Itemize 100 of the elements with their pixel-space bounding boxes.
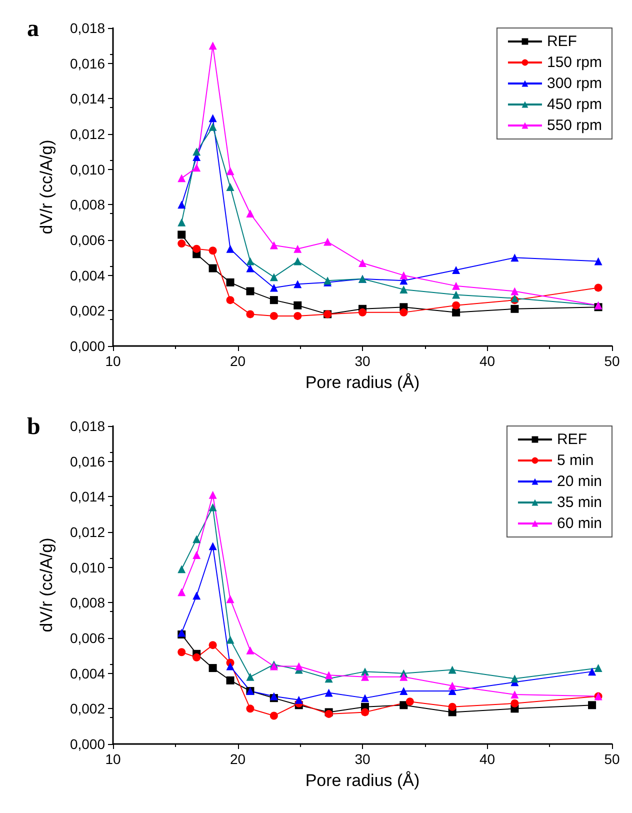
point [226,244,234,253]
point [452,301,460,310]
y-tick-label: 0,002 [70,700,106,717]
point [400,308,408,316]
point [208,264,217,272]
x-tick-label: 10 [105,751,121,767]
point [400,271,408,280]
point [452,282,460,290]
point [594,284,602,292]
point [208,490,217,499]
point [226,278,234,286]
point [406,698,414,706]
point [324,688,333,697]
point [360,668,369,676]
point [192,148,201,156]
x-tick-label: 40 [479,751,496,767]
y-tick-label: 0,000 [70,736,106,752]
point [246,257,254,266]
point [226,662,234,670]
point [588,701,596,710]
point [360,694,369,702]
point [208,246,217,255]
point [400,687,408,695]
point [452,290,460,299]
y-tick-label: 0,006 [70,630,106,646]
point [294,312,302,320]
y-tick-label: 0,006 [70,232,106,248]
point [452,308,460,316]
point [246,310,254,318]
point [510,699,519,708]
point [208,641,217,650]
legend-label: 300 rpm [546,75,602,92]
point [361,708,369,716]
point [510,254,519,262]
point [400,285,408,294]
point [270,273,278,282]
point [294,696,303,704]
x-axis-title: Pore radius (Å) [305,373,420,392]
point [192,244,201,253]
point [178,648,186,656]
point [178,218,186,226]
point [246,704,254,713]
point [178,588,186,596]
point [510,287,519,296]
point [270,296,278,304]
y-tick-label: 0,014 [70,488,106,505]
point [192,535,201,544]
point [400,672,408,681]
point [246,672,254,681]
x-tick-label: 50 [604,353,620,369]
legend-label: REF [556,431,587,448]
point [324,238,332,246]
point [294,280,302,288]
point [208,664,217,672]
point [400,701,408,710]
point [208,542,217,550]
y-axis-title: dV/r (cc/A/g) [37,538,56,632]
point [192,550,201,559]
y-tick-label: 0,008 [70,196,106,213]
point [448,682,456,690]
point [324,671,333,680]
point [270,284,278,292]
legend-label: REF [546,33,577,50]
point [358,258,366,267]
legend-label: 20 min [556,473,602,490]
x-tick-label: 20 [230,353,246,369]
point [510,304,519,313]
y-tick-label: 0,018 [70,20,106,36]
point [192,653,201,662]
x-tick-label: 40 [479,353,496,369]
point [178,240,186,248]
point [510,674,519,683]
x-tick-label: 20 [230,751,246,767]
y-tick-label: 0,004 [70,665,106,682]
point [452,266,460,274]
legend-label: 150 rpm [546,54,602,71]
point [208,42,217,50]
point [192,164,201,172]
point [246,210,254,218]
y-axis-title: dV/r (cc/A/g) [37,140,56,234]
point [294,244,302,253]
point [226,167,234,176]
point [294,662,303,670]
point [294,301,302,310]
point [588,668,596,676]
point [294,257,302,266]
point [178,230,186,239]
chart-title: a [27,16,39,42]
chart-title: b [27,414,40,440]
y-tick-label: 0,000 [70,338,106,354]
y-tick-label: 0,010 [70,161,106,178]
point [208,122,217,131]
point [226,595,234,604]
y-tick-label: 0,012 [70,126,106,142]
point [226,676,234,684]
point [178,200,186,209]
point [246,287,254,296]
point [226,183,234,191]
y-tick-label: 0,018 [70,418,106,434]
point [270,712,278,720]
